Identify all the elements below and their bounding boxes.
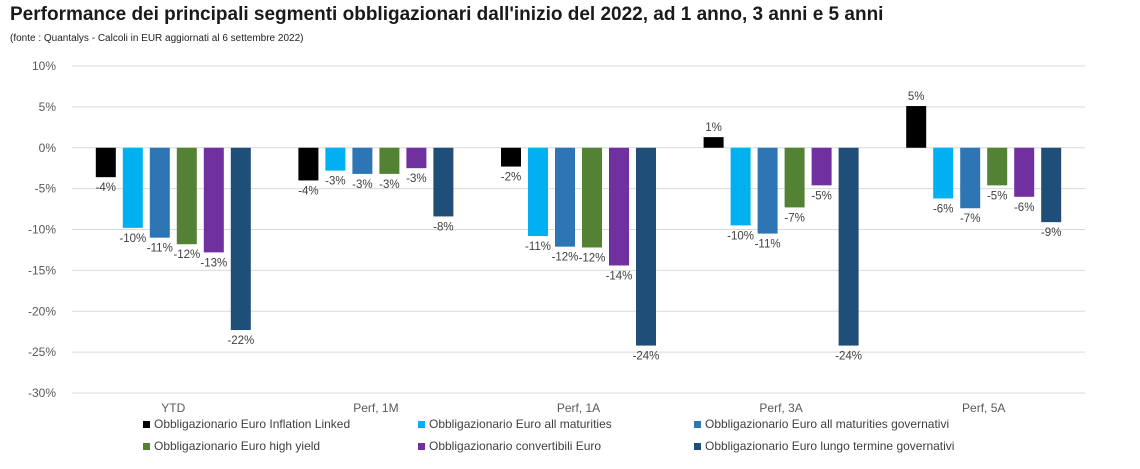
data-label: -22% (227, 335, 254, 347)
x-tick-label: YTD (161, 401, 185, 415)
bar (960, 147, 981, 209)
data-label: 5% (908, 91, 925, 103)
bar (176, 147, 197, 245)
data-labels: -4%-10%-11%-12%-13%-22%-4%-3% -3% -3% -3%-8… (96, 91, 1062, 363)
bar (811, 147, 832, 186)
legend-label: Obbligazionario Euro all maturities gove… (705, 417, 949, 431)
legend-swatch (143, 421, 150, 428)
data-label: -7% (960, 213, 980, 225)
data-label: -6% (933, 203, 953, 215)
data-label: -11% (147, 243, 173, 255)
y-tick-label: -25% (28, 345, 56, 359)
legend-swatch (694, 421, 701, 428)
y-tick-label: 5% (39, 100, 57, 114)
x-axis-categories: YTD Perf, 1M Perf, 1A Perf, 3A Perf, 5A (161, 401, 1005, 415)
bar (325, 147, 346, 171)
y-axis-ticks: 10% 5% 0% -5% -10% -15% -20% -25% -30% (28, 59, 56, 400)
y-tick-label: -5% (35, 182, 57, 196)
legend-label: Obbligazionario Euro Inflation Linked (154, 417, 350, 431)
bars (95, 106, 1062, 346)
bar (933, 147, 954, 199)
data-label: -14% (606, 270, 633, 282)
bar (757, 147, 778, 234)
data-label: -4% (298, 185, 318, 197)
data-label: -6% (1014, 202, 1034, 214)
data-label: -12% (173, 249, 200, 261)
data-label: -5% (811, 190, 831, 202)
bar (501, 147, 521, 167)
bar (122, 147, 143, 228)
data-label: -7% (784, 212, 804, 224)
y-tick-label: -30% (28, 386, 56, 400)
bar (838, 147, 859, 346)
bar (406, 147, 427, 169)
data-label: -24% (633, 351, 660, 363)
legend-swatch (418, 421, 425, 428)
bar (555, 147, 575, 247)
data-label: -12% (552, 252, 579, 264)
bar (352, 147, 373, 174)
bar (298, 147, 319, 181)
y-tick-label: -15% (28, 263, 56, 277)
y-tick-label: -20% (28, 304, 56, 318)
y-tick-label: 0% (39, 141, 57, 155)
bar (203, 147, 224, 253)
bar (609, 147, 629, 266)
y-tick-label: -10% (28, 223, 56, 237)
bar (1041, 147, 1062, 223)
legend-label: Obbligazionario convertibili Euro (429, 439, 601, 453)
data-label: -11% (525, 241, 551, 253)
data-label: -4% (96, 182, 116, 194)
bar (582, 147, 602, 248)
data-label: -9% (1041, 227, 1061, 239)
legend-label: Obbligazionario Euro all maturities (429, 417, 612, 431)
x-tick-label: Perf, 5A (962, 401, 1005, 415)
data-label: -13% (200, 257, 227, 269)
legend-label: Obbligazionario Euro high yield (154, 439, 320, 453)
bar (95, 147, 116, 178)
data-label: -3% (406, 173, 426, 185)
data-label: -12% (579, 252, 606, 264)
bar (149, 147, 170, 238)
legend-swatch (143, 443, 150, 450)
legend-label: Obbligazionario Euro lungo termine gover… (705, 439, 954, 453)
bar (379, 147, 400, 174)
data-label: -2% (501, 172, 521, 184)
data-label: -3% (379, 179, 399, 191)
data-label: -8% (433, 221, 453, 233)
y-tick-label: 10% (32, 59, 56, 73)
bar (1014, 147, 1035, 197)
chart-subtitle: (fonte : Quantalys - Calcoli in EUR aggi… (10, 33, 304, 44)
legend-swatch (694, 443, 701, 450)
data-label: -3% (325, 176, 345, 188)
legend: Obbligazionario Euro Inflation Linked Obb… (143, 417, 954, 453)
bar (730, 147, 751, 226)
data-label: -10% (119, 233, 146, 245)
legend-swatch (418, 443, 425, 450)
data-label: -11% (755, 239, 781, 251)
data-label: 1% (705, 122, 722, 134)
bar (636, 147, 656, 346)
chart-title: Performance dei principali segmenti obbl… (10, 4, 884, 25)
data-label: -5% (987, 190, 1007, 202)
bar (906, 106, 927, 148)
data-label: -10% (727, 230, 754, 242)
bar (528, 147, 548, 237)
x-tick-label: Perf, 3A (759, 401, 802, 415)
gridlines (72, 65, 1085, 394)
data-label: -24% (835, 351, 862, 363)
bar (703, 137, 724, 148)
x-tick-label: Perf, 1M (353, 401, 398, 415)
bar (987, 147, 1008, 186)
bar (433, 147, 454, 217)
bar (230, 147, 251, 331)
data-label: -3% (352, 179, 372, 191)
bar (784, 147, 805, 208)
x-tick-label: Perf, 1A (557, 401, 600, 415)
